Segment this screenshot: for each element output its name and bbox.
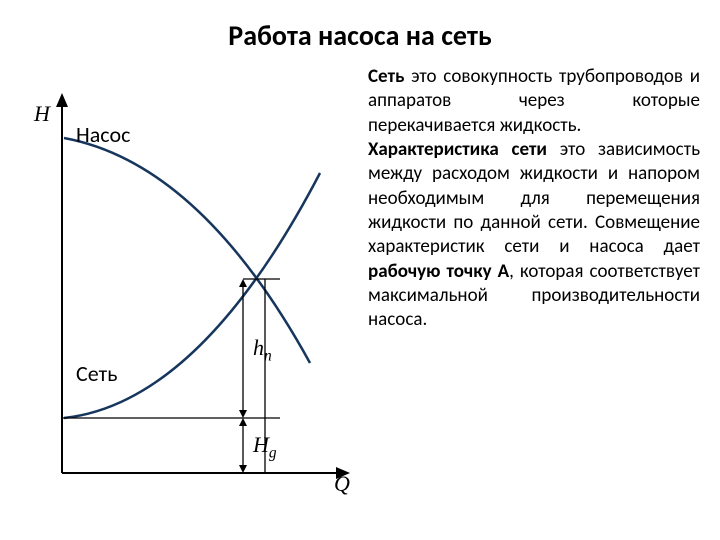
hg-dim [239,418,247,473]
y-axis-label: H [34,101,50,127]
description-text: Сеть это совокупность трубопроводов и ап… [360,63,700,503]
pump-network-diagram: H Q Насос Сеть hп Hg [20,63,360,503]
paragraph-2: Характеристика сети это зависимость межд… [368,138,700,333]
diagram-svg [20,63,360,503]
pump-curve-label: Насос [76,121,130,148]
paragraph-1: Сеть это совокупность трубопроводов и ап… [368,65,700,138]
bold-point-a: рабочую точку А [368,260,509,283]
network-curve-label: Сеть [76,360,117,387]
content-row: H Q Насос Сеть hп Hg Сеть это совокупнос… [0,53,720,503]
page-title: Работа насоса на сеть [0,0,720,53]
x-axis-label: Q [334,471,350,497]
bold-char: Характеристика сети [368,138,547,161]
bold-set: Сеть [368,65,404,88]
hp-label: hп [253,335,272,365]
hg-label: Hg [253,432,277,462]
p1-rest: это совокупность трубопроводов и аппарат… [368,65,700,137]
pump-curve [64,138,310,363]
